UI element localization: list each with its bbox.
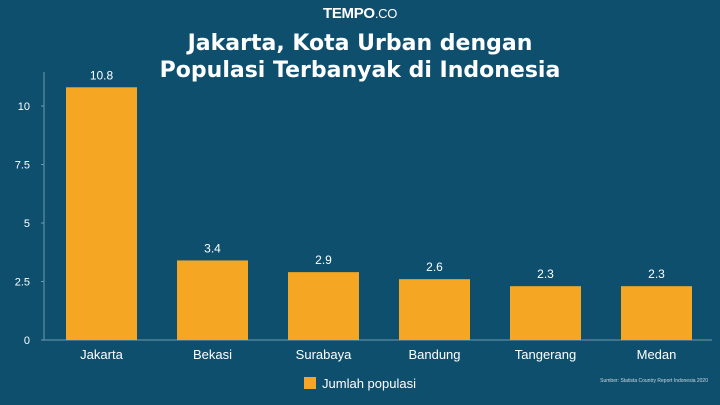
- bar-value-label: 2.6: [426, 260, 443, 274]
- x-category-label: Tangerang: [515, 347, 576, 362]
- legend-swatch: [304, 377, 317, 389]
- brand-logo: TEMPO.CO: [0, 5, 720, 22]
- bar-bandung: [399, 279, 470, 340]
- bar-tangerang: [510, 286, 581, 340]
- y-tick-label: 5: [24, 218, 30, 230]
- bar-value-label: 10.8: [90, 68, 114, 82]
- brand-suffix: .CO: [374, 6, 398, 21]
- bar-value-label: 2.3: [648, 267, 665, 281]
- y-tick-label: 0: [24, 335, 30, 347]
- chart-title: Jakarta, Kota Urban dengan Populasi Terb…: [0, 30, 720, 84]
- legend-label: Jumlah populasi: [322, 376, 416, 391]
- bar-value-label: 2.9: [315, 253, 332, 267]
- x-category-label: Bekasi: [193, 347, 232, 362]
- source-note: Sumber: Statista Country Report Indonesi…: [600, 378, 708, 384]
- bar-jakarta: [66, 87, 137, 340]
- legend: Jumlah populasi: [0, 376, 720, 391]
- bar-value-label: 2.3: [537, 267, 554, 281]
- x-category-label: Medan: [637, 347, 677, 362]
- bar-surabaya: [288, 272, 359, 340]
- y-tick-label: 2.5: [15, 277, 30, 289]
- chart-title-line-2: Populasi Terbanyak di Indonesia: [159, 58, 561, 83]
- y-tick-label: 7.5: [15, 160, 30, 172]
- chart-title-line-1: Jakarta, Kota Urban dengan: [187, 31, 533, 56]
- brand-name: TEMPO: [322, 5, 375, 22]
- x-category-label: Jakarta: [80, 347, 123, 362]
- bar-bekasi: [177, 260, 248, 340]
- bar-value-label: 3.4: [204, 241, 221, 255]
- y-tick-label: 10: [18, 101, 30, 113]
- x-category-label: Surabaya: [296, 347, 352, 362]
- bar-medan: [621, 286, 692, 340]
- x-category-label: Bandung: [408, 347, 460, 362]
